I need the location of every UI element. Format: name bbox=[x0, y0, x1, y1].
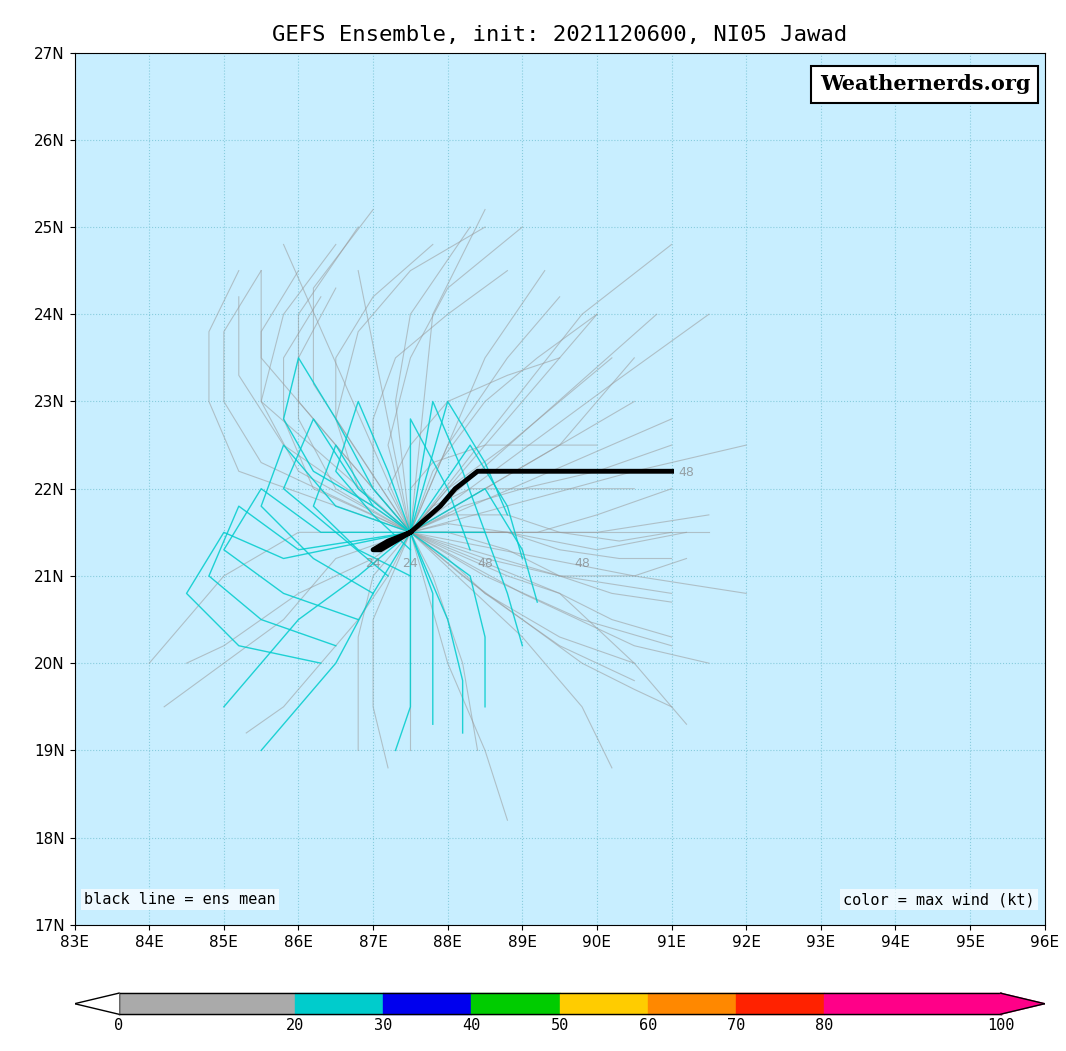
Text: 0: 0 bbox=[114, 1018, 124, 1033]
Text: 100: 100 bbox=[987, 1018, 1014, 1033]
Text: 20: 20 bbox=[286, 1018, 304, 1033]
Text: 48: 48 bbox=[478, 557, 492, 571]
Text: 50: 50 bbox=[550, 1018, 569, 1033]
Text: 24: 24 bbox=[366, 557, 381, 571]
Text: 48: 48 bbox=[575, 557, 589, 571]
Text: 24: 24 bbox=[403, 557, 418, 571]
Text: 70: 70 bbox=[727, 1018, 745, 1033]
Polygon shape bbox=[75, 993, 118, 1014]
Text: 30: 30 bbox=[374, 1018, 392, 1033]
Title: GEFS Ensemble, init: 2021120600, NI05 Jawad: GEFS Ensemble, init: 2021120600, NI05 Ja… bbox=[272, 25, 847, 45]
Text: 80: 80 bbox=[815, 1018, 834, 1033]
Text: Weathernerds.org: Weathernerds.org bbox=[820, 75, 1030, 95]
Polygon shape bbox=[1001, 993, 1045, 1014]
Text: 48: 48 bbox=[679, 466, 694, 478]
Text: black line = ens mean: black line = ens mean bbox=[84, 892, 276, 907]
Text: color = max wind (kt): color = max wind (kt) bbox=[843, 892, 1035, 907]
Text: 40: 40 bbox=[463, 1018, 481, 1033]
Text: 60: 60 bbox=[639, 1018, 657, 1033]
